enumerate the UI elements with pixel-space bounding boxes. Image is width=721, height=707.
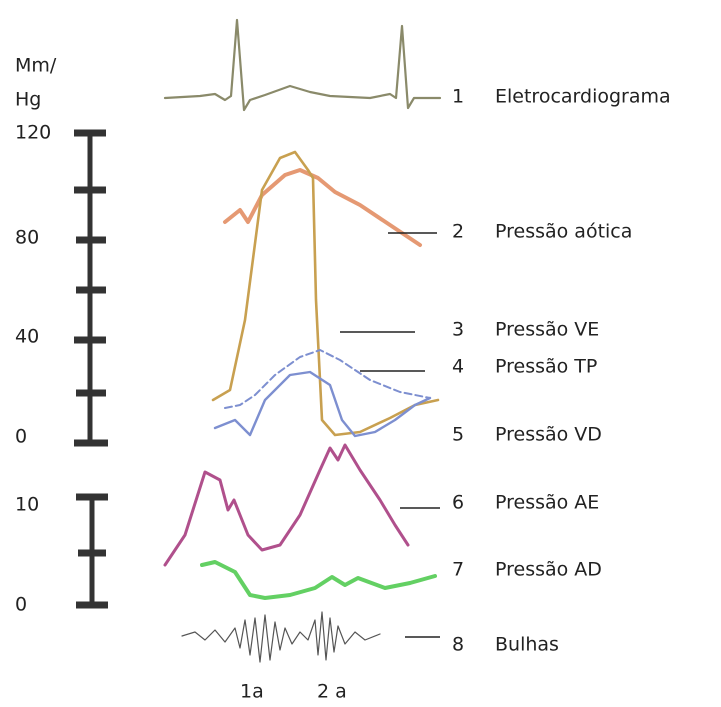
ra-pressure [202,562,435,598]
trace-label: Pressão VE [495,319,599,341]
scale-label: 40 [15,326,39,348]
trace-label: Bulhas [495,634,559,656]
pa-pressure [225,350,430,408]
trace-number: 8 [452,634,464,656]
la-pressure [165,445,408,565]
heart-sounds [182,612,380,662]
scale-label: 10 [15,494,39,516]
scale-label: 120 [15,122,51,144]
trace-labels: 1 Eletrocardiograma 2 Pressão aótica 3 Pressã… [452,86,671,656]
trace-number: 6 [452,492,464,514]
diagram: Mm/ Hg 120 80 40 0 10 0 1 Eletrocardiogra… [0,0,721,707]
unit-label: Hg [15,89,41,111]
ruler [74,133,108,605]
marker-label: 1a [240,681,264,703]
trace-label: Pressão AD [495,559,602,581]
trace-label: Pressão TP [495,356,597,378]
trace-label: Pressão aótica [495,221,632,243]
trace-number: 4 [452,356,464,378]
trace-label: Pressão VD [495,424,602,446]
scale-label: 0 [15,594,27,616]
trace-number: 5 [452,424,464,446]
scale-label: 0 [15,426,27,448]
trace-number: 3 [452,319,464,341]
page: {"axis": {"unit": ["Mm/", "Hg"], "upper_… [0,0,721,707]
trace-label: Eletrocardiograma [495,86,671,108]
unit-label: Mm/ [15,55,57,77]
trace-label: Pressão AE [495,492,599,514]
ecg-trace [165,20,440,110]
marker-label: 2 a [317,681,347,703]
trace-number: 2 [452,221,464,243]
trace-number: 1 [452,86,464,108]
scale-label: 80 [15,227,39,249]
trace-number: 7 [452,559,464,581]
